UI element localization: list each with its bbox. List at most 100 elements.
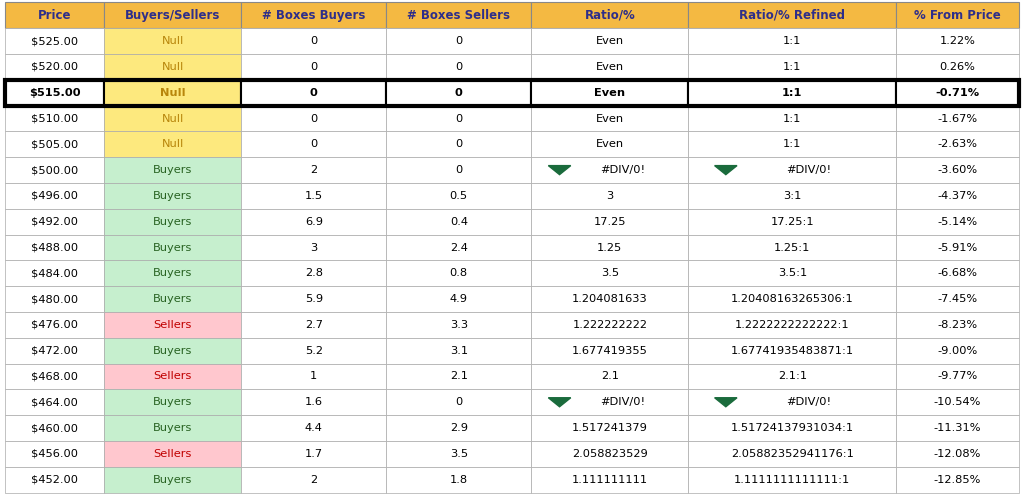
Text: $510.00: $510.00 [31,113,79,124]
Text: -10.54%: -10.54% [934,397,981,407]
Text: 1:1: 1:1 [783,139,802,149]
Bar [242,235,386,260]
Bar [688,415,896,441]
Text: % From Price: % From Price [914,9,1000,22]
Bar [242,260,386,286]
Bar [896,209,1019,235]
Text: 0.8: 0.8 [450,268,468,278]
Bar [5,286,104,312]
Bar [531,363,688,390]
Text: -9.77%: -9.77% [937,371,978,382]
Polygon shape [715,166,737,175]
Text: $480.00: $480.00 [31,294,79,304]
Bar [688,54,896,80]
Text: $464.00: $464.00 [32,397,78,407]
Bar [531,415,688,441]
Bar [5,390,104,415]
Text: 1.677419355: 1.677419355 [571,346,648,356]
Bar [5,441,104,467]
Bar [5,312,104,338]
Text: 0.5: 0.5 [450,191,468,201]
Text: $452.00: $452.00 [32,475,78,485]
Text: 1.5: 1.5 [305,191,323,201]
Text: 0: 0 [310,62,317,72]
Bar [386,80,531,105]
Text: $505.00: $505.00 [31,139,79,149]
Text: 0: 0 [455,397,463,407]
Text: $525.00: $525.00 [31,36,79,46]
Text: Buyers: Buyers [154,475,193,485]
Text: #DIV/0!: #DIV/0! [786,397,831,407]
Bar [386,183,531,209]
Bar [531,132,688,157]
Text: 1.222222222: 1.222222222 [572,320,647,330]
Bar [531,286,688,312]
Bar [104,363,242,390]
Text: 1.67741935483871:1: 1.67741935483871:1 [731,346,854,356]
Text: $496.00: $496.00 [32,191,78,201]
Bar [242,157,386,183]
Text: Buyers: Buyers [154,165,193,175]
Text: 1.517241379: 1.517241379 [571,423,648,433]
Bar [104,105,242,132]
Text: 0.4: 0.4 [450,217,468,227]
Text: # Boxes Sellers: # Boxes Sellers [408,9,510,22]
Bar [386,312,531,338]
Text: -6.68%: -6.68% [938,268,978,278]
Bar [104,183,242,209]
Text: 3.5: 3.5 [601,268,618,278]
Text: Even: Even [596,62,624,72]
Text: 0.26%: 0.26% [940,62,976,72]
Text: 2.9: 2.9 [450,423,468,433]
Bar [104,209,242,235]
Bar [531,390,688,415]
Bar [5,467,104,493]
Bar [688,2,896,28]
Text: # Boxes Buyers: # Boxes Buyers [262,9,366,22]
Text: 1.1111111111111:1: 1.1111111111111:1 [734,475,850,485]
Text: 1.51724137931034:1: 1.51724137931034:1 [731,423,854,433]
Bar [242,2,386,28]
Text: 1.25: 1.25 [597,243,623,252]
Text: 0: 0 [310,113,317,124]
Bar [242,209,386,235]
Bar [688,338,896,363]
Bar [5,235,104,260]
Text: 3.1: 3.1 [450,346,468,356]
Text: #DIV/0!: #DIV/0! [600,165,645,175]
Text: 17.25: 17.25 [594,217,626,227]
Text: #DIV/0!: #DIV/0! [786,165,831,175]
Text: 2.4: 2.4 [450,243,468,252]
Bar [896,286,1019,312]
Text: Buyers: Buyers [154,346,193,356]
Text: 2.1: 2.1 [601,371,618,382]
Bar [5,157,104,183]
Text: Buyers: Buyers [154,191,193,201]
Bar [5,2,104,28]
Text: 1.6: 1.6 [305,397,323,407]
Bar [386,441,531,467]
Bar [386,132,531,157]
Bar [242,286,386,312]
Text: 2.1:1: 2.1:1 [778,371,807,382]
Text: -3.60%: -3.60% [938,165,978,175]
Bar [242,183,386,209]
Text: 4.9: 4.9 [450,294,468,304]
Bar [386,415,531,441]
Text: 2.8: 2.8 [305,268,323,278]
Text: Ratio/% Refined: Ratio/% Refined [739,9,845,22]
Text: 3.5: 3.5 [450,449,468,459]
Text: Even: Even [596,36,624,46]
Bar [242,390,386,415]
Text: Price: Price [38,9,72,22]
Bar [242,467,386,493]
Text: Null: Null [162,36,184,46]
Bar [896,338,1019,363]
Bar [386,28,531,54]
Polygon shape [715,398,737,407]
Bar [386,286,531,312]
Text: 0: 0 [310,139,317,149]
Bar [896,441,1019,467]
Bar [896,105,1019,132]
Bar [386,467,531,493]
